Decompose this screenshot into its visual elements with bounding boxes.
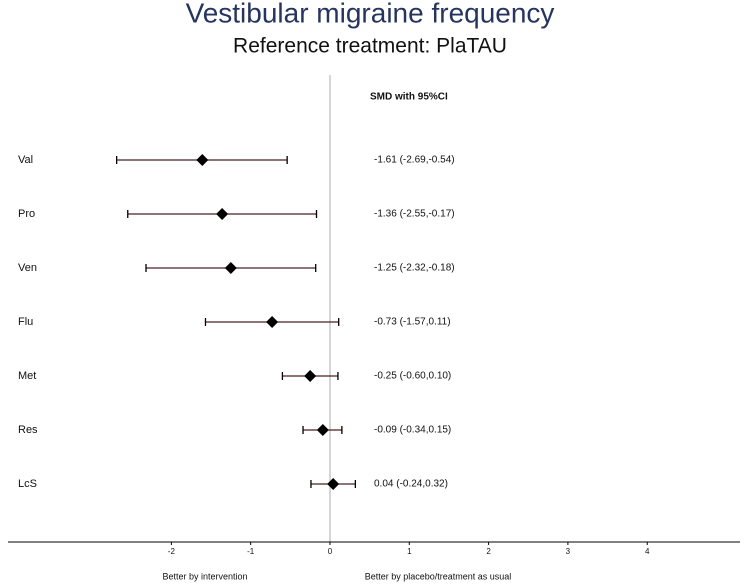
chart-title: Vestibular migraine frequency xyxy=(186,0,555,28)
x-tick-label: -1 xyxy=(247,547,255,556)
y-tick-label: Val xyxy=(18,154,33,166)
value-label: -0.73 (-1.57,0.11) xyxy=(374,317,451,328)
x-tick-label: 4 xyxy=(645,547,650,556)
x-tick-label: 3 xyxy=(566,547,571,556)
point-estimate xyxy=(327,478,340,490)
x-tick-label: 0 xyxy=(328,547,333,556)
y-tick-label: Res xyxy=(18,424,38,436)
value-label: -1.25 (-2.32,-0.18) xyxy=(374,263,455,274)
column-header: SMD with 95%CI xyxy=(370,92,448,103)
value-label: -0.25 (-0.60,0.10) xyxy=(374,371,451,382)
right-label: Better by placebo/treatment as usual xyxy=(365,571,512,581)
left-label: Better by intervention xyxy=(162,571,247,581)
y-tick-label: Pro xyxy=(18,208,35,220)
value-label: -1.61 (-2.69,-0.54) xyxy=(374,155,455,166)
point-estimate xyxy=(216,208,229,220)
chart-subtitle: Reference treatment: PlaTAU xyxy=(233,35,507,58)
y-tick-label: LcS xyxy=(18,478,37,490)
y-tick-label: Ven xyxy=(18,262,37,274)
x-tick-label: 2 xyxy=(486,547,491,556)
value-label: -0.09 (-0.34,0.15) xyxy=(374,425,451,436)
point-estimate xyxy=(224,262,237,274)
y-tick-label: Flu xyxy=(18,316,33,328)
point-estimate xyxy=(304,370,317,382)
y-tick-label: Met xyxy=(18,370,36,382)
point-estimate xyxy=(196,154,209,166)
x-tick-label: 1 xyxy=(407,547,412,556)
point-estimate xyxy=(266,316,279,328)
point-estimate xyxy=(316,424,329,436)
x-tick-label: -2 xyxy=(168,547,176,556)
value-label: 0.04 (-0.24,0.32) xyxy=(374,479,448,490)
value-label: -1.36 (-2.55,-0.17) xyxy=(374,209,455,220)
